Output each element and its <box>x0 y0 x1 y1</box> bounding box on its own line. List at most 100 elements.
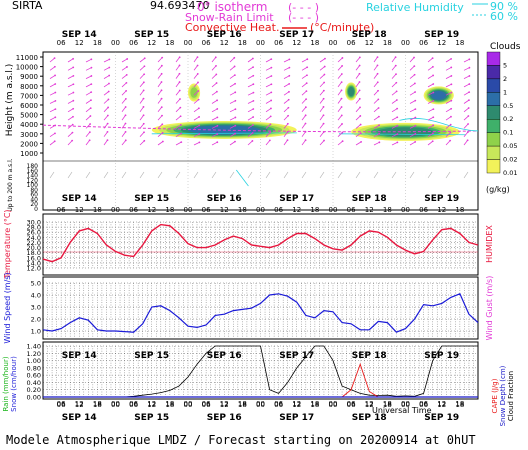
precip-ytick: 0.80 <box>27 364 41 372</box>
bottom-hour-tick: 18 <box>93 401 102 409</box>
bottom-hour-tick: 00 <box>401 401 410 409</box>
precip-day-label: SEP 15 <box>134 351 169 361</box>
wind-arrow-head <box>198 116 200 118</box>
bottom-hour-tick: 00 <box>329 401 338 409</box>
wind-arrow-head <box>467 123 470 125</box>
colorbar-tick: 0.02 <box>503 156 517 164</box>
wind-arrow-head <box>340 97 343 100</box>
precip-hour-tick: 00 <box>401 400 410 408</box>
wind-arrow <box>463 115 469 121</box>
top-hour-tick: 18 <box>165 39 174 47</box>
wind-arrow-head <box>234 132 237 135</box>
wind-arrow <box>391 108 398 113</box>
precip-day-label: SEP 17 <box>279 351 314 361</box>
wind-arrow <box>121 58 128 63</box>
wind-arrow <box>139 65 145 71</box>
wind-arrow-head <box>322 97 325 100</box>
wind-arrow-head <box>286 122 289 125</box>
wind-arrow-head <box>142 97 145 100</box>
mid-hour-tick: 18 <box>93 206 102 214</box>
wind-arrow-head <box>340 73 343 75</box>
wind-arrow-head <box>142 89 145 92</box>
surface-wind-arrow <box>121 171 127 179</box>
wind-arrow <box>139 73 145 79</box>
wind-arrow <box>193 125 200 129</box>
colorbar-swatch <box>486 92 501 106</box>
wind-arrow-head <box>216 124 219 127</box>
legend-rh-90: 90 % <box>490 0 518 13</box>
wind-arrow <box>49 108 56 113</box>
wind-panel-frame <box>42 276 479 340</box>
wind-arrow <box>85 107 91 113</box>
precip-hour-tick: 00 <box>329 400 338 408</box>
bottom-day-label: SEP 16 <box>207 413 242 423</box>
wind-arrow <box>85 139 90 146</box>
mid-day-label: SEP 16 <box>207 194 242 204</box>
mid-hour-tick: 12 <box>365 206 374 214</box>
wind-arrow-head <box>107 90 110 93</box>
wind-arrow <box>391 99 398 104</box>
wind-arrow <box>427 140 433 146</box>
wind-arrow-head <box>322 106 325 108</box>
cloud-field <box>42 82 479 187</box>
wind-arrow-head <box>359 115 362 117</box>
bottom-day-label: SEP 15 <box>134 413 169 423</box>
wind-arrow-head <box>468 99 470 102</box>
wind-arrow-head <box>72 74 75 77</box>
wind-arrow <box>157 73 162 79</box>
wind-ytick: 3.0 <box>31 304 41 312</box>
wind-arrow-head <box>234 116 237 119</box>
mid-hour-tick: 18 <box>310 206 319 214</box>
wind-arrow-head <box>322 131 325 133</box>
wind-arrow <box>211 117 218 121</box>
wind-arrow-head <box>359 123 362 126</box>
mid-hour-tick: 12 <box>75 206 84 214</box>
wind-arrow-head <box>467 107 470 109</box>
wind-arrow-head <box>216 108 219 110</box>
surface-wind-arrow <box>247 171 253 179</box>
wind-arrow-head <box>160 81 163 83</box>
wind-arrow <box>157 98 162 104</box>
wind-arrow-head <box>286 131 289 133</box>
mid-hour-tick: 06 <box>347 206 356 214</box>
wind-arrow-head <box>304 106 307 109</box>
wind-arrow-head <box>377 98 380 101</box>
wind-arrow-head <box>449 123 452 126</box>
wind-arrow-head <box>90 75 93 77</box>
colorbar-tick: 0.05 <box>503 142 517 150</box>
wind-arrow-head <box>378 132 381 135</box>
surface-wind-arrow <box>355 171 361 179</box>
wind-arrow <box>121 115 126 121</box>
precip-hour-tick: 00 <box>184 400 193 408</box>
wind-arrow <box>445 83 452 88</box>
wind-arrow-head <box>304 130 307 133</box>
wind-arrow-head <box>395 81 398 84</box>
wind-arrow <box>373 56 378 63</box>
wind-arrow <box>157 123 163 129</box>
wind-arrow <box>355 65 360 71</box>
wind-arrow <box>283 131 288 137</box>
wind-arrow-head <box>124 106 127 108</box>
top-hour-tick: 06 <box>202 39 211 47</box>
bottom-hour-tick: 06 <box>202 401 211 409</box>
wind-arrow <box>409 133 416 138</box>
wind-arrow-head <box>90 58 93 61</box>
surface-wind-arrow <box>67 171 73 179</box>
wind-arrow <box>427 108 434 113</box>
wind-arrow-head <box>324 57 326 60</box>
wind-arrow-head <box>142 122 145 125</box>
wind-arrow <box>301 106 307 113</box>
wind-arrow <box>229 74 236 79</box>
wind-arrow-head <box>431 140 434 143</box>
precip-hour-tick: 18 <box>383 400 392 408</box>
wind-arrow-head <box>322 122 325 125</box>
wind-arrow-head <box>413 65 416 68</box>
wind-arrow-head <box>72 57 74 60</box>
wind-arrow-head <box>216 141 219 144</box>
top-hour-tick: 00 <box>329 39 338 47</box>
top-day-label: SEP 15 <box>134 30 169 40</box>
wind-arrow <box>49 116 56 121</box>
wind-arrow-head <box>414 116 417 119</box>
surface-wind-arrow <box>139 171 145 179</box>
wind-arrow <box>211 65 217 71</box>
